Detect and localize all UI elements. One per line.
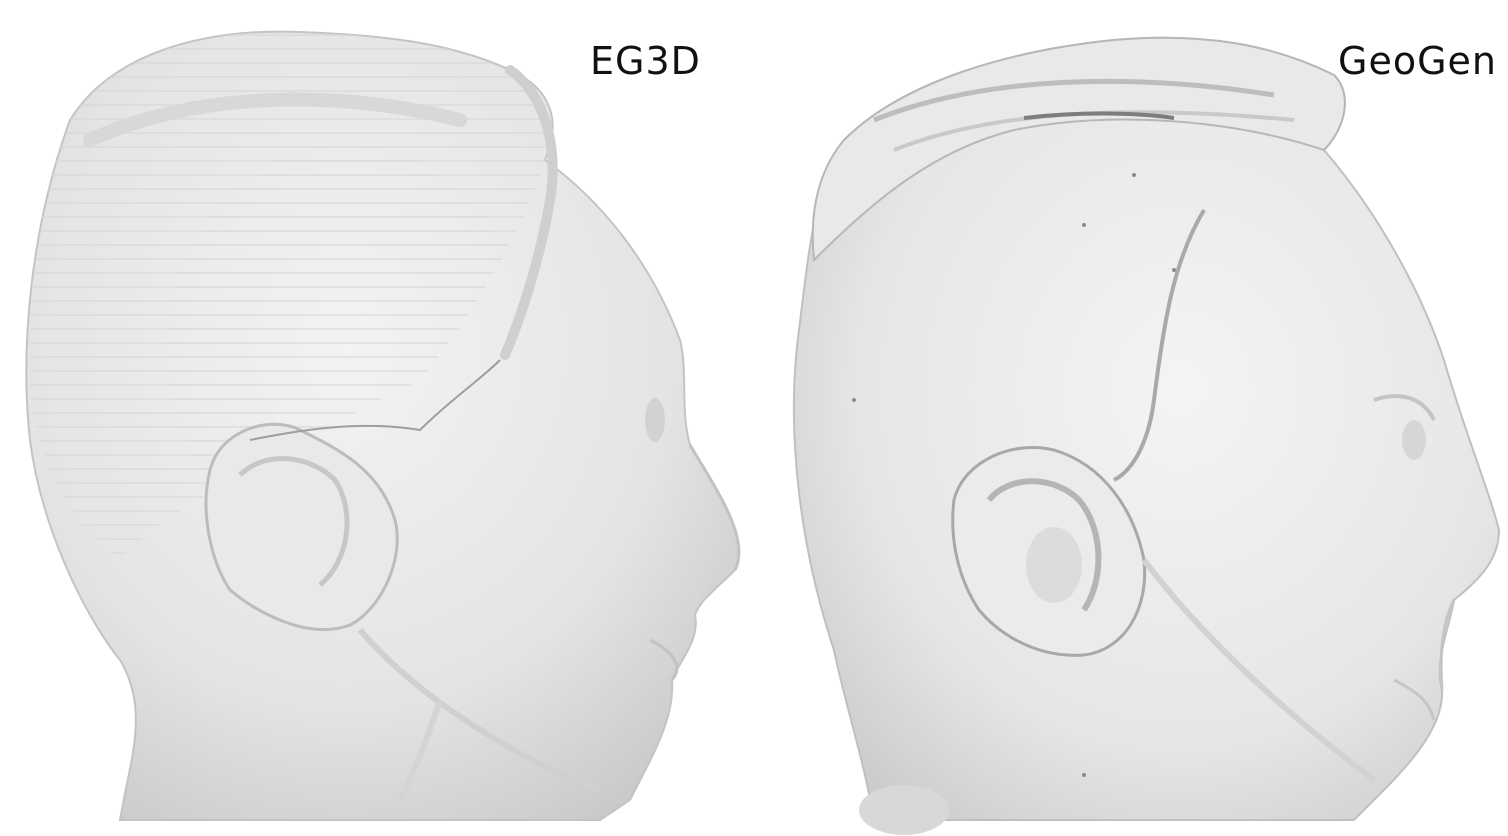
eg3d-head-render [25,30,741,821]
eg3d-ear [204,422,399,631]
geogen-hair [811,36,1346,263]
eg3d-panel: EG3D [25,30,741,821]
geogen-label: GeoGen [1338,39,1497,83]
eg3d-label: EG3D [590,39,701,83]
geogen-head-render [792,36,1501,835]
geogen-panel: GeoGen [754,0,1508,836]
